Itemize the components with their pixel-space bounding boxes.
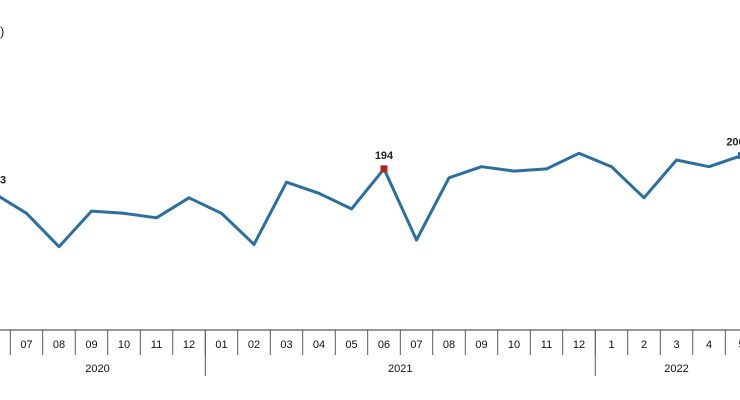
end-marker <box>738 152 740 160</box>
x-tick-label: 2 <box>641 339 647 351</box>
data-point <box>642 196 646 200</box>
corner-fragment: ) <box>0 24 4 39</box>
data-point <box>25 211 28 215</box>
data-label: 200 <box>726 137 740 149</box>
x-tick-label: 08 <box>443 339 455 351</box>
data-point <box>285 180 288 184</box>
x-tick-label: 05 <box>345 339 357 351</box>
x-tick-label: 01 <box>215 339 227 351</box>
x-tick-label: 10 <box>118 339 130 351</box>
x-tick-label: 10 <box>508 339 520 351</box>
data-point <box>675 158 678 162</box>
x-tick-label: 09 <box>85 339 97 351</box>
data-point <box>415 238 418 242</box>
data-point <box>577 151 581 155</box>
data-point <box>155 216 158 220</box>
data-point <box>707 165 711 169</box>
data-point <box>122 211 126 215</box>
year-label: 2020 <box>85 363 109 375</box>
x-tick-label: 3 <box>673 339 679 351</box>
x-axis: 0607080910111201020304050607080910111212… <box>0 329 740 376</box>
x-tick-label: 09 <box>475 339 487 351</box>
x-tick-label: 12 <box>573 339 585 351</box>
data-point <box>480 165 483 169</box>
data-point <box>610 165 613 169</box>
data-point <box>252 243 256 246</box>
data-point <box>187 196 191 200</box>
x-tick-label: 04 <box>313 339 325 351</box>
x-tick-label: 07 <box>20 339 32 351</box>
data-label: 3 <box>0 174 6 186</box>
highlight-marker <box>380 165 388 173</box>
x-tick-label: 1 <box>608 339 614 351</box>
series-line <box>0 151 740 249</box>
x-tick-label: 07 <box>410 339 422 351</box>
x-tick-label: 5 <box>738 339 740 351</box>
year-label: 2021 <box>388 363 412 375</box>
x-tick-label: 02 <box>248 339 260 351</box>
data-point <box>90 209 93 213</box>
data-point <box>57 245 61 249</box>
data-point <box>220 211 223 215</box>
x-tick-label: 11 <box>541 339 552 351</box>
data-point <box>317 191 321 195</box>
x-tick-label: 08 <box>53 339 65 351</box>
x-tick-label: 12 <box>183 339 195 351</box>
data-point <box>447 176 451 180</box>
data-labels: 3 194 200 <box>0 137 740 186</box>
x-tick-label: 11 <box>151 339 162 351</box>
series-polyline <box>0 151 740 249</box>
x-tick-label: 06 <box>378 339 390 351</box>
data-point <box>545 167 548 171</box>
data-point <box>350 207 353 211</box>
data-point <box>512 169 516 173</box>
data-label: 194 <box>375 150 394 162</box>
year-label: 2022 <box>664 363 688 375</box>
x-tick-label: 4 <box>706 339 712 351</box>
x-tick-label: 03 <box>280 339 292 351</box>
